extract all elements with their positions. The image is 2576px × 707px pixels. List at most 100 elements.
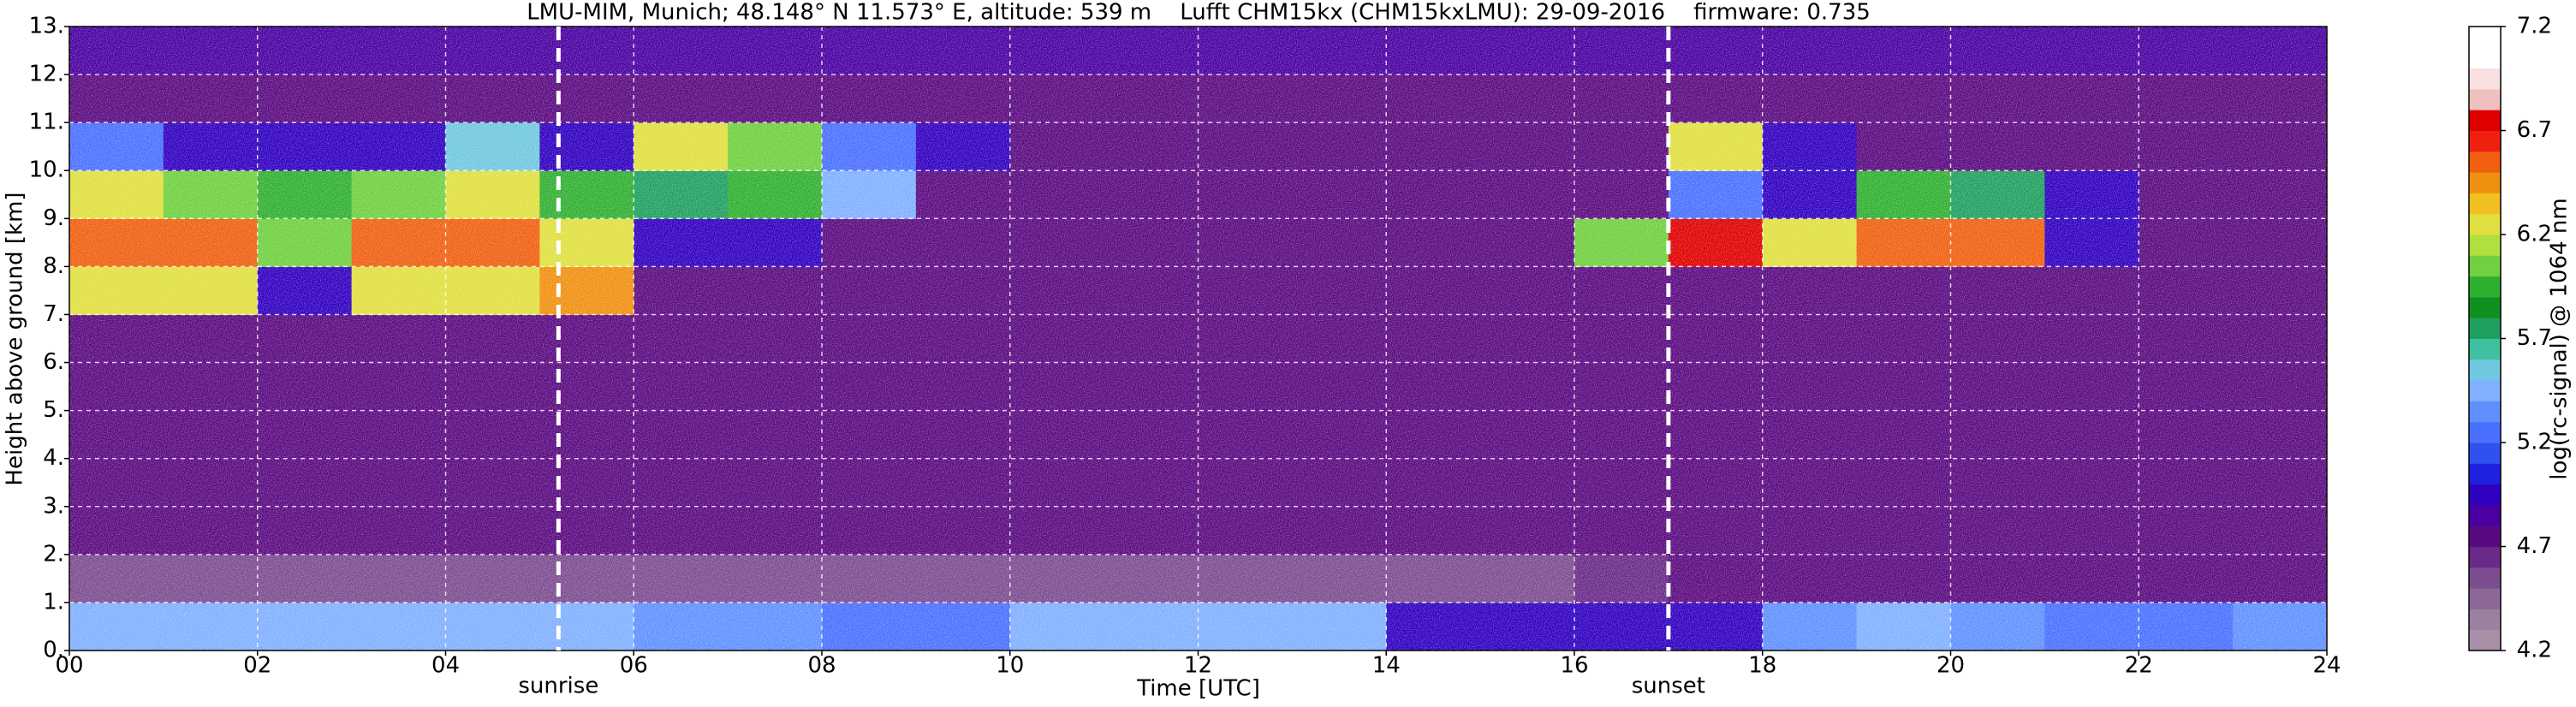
heat-cell <box>1104 602 1199 651</box>
colorbar-swatch <box>2469 526 2501 547</box>
heat-cell <box>1480 266 1575 315</box>
colorbar-swatch <box>2469 588 2501 609</box>
heat-cell <box>2139 218 2234 267</box>
heat-cell <box>728 74 823 123</box>
heat-cell <box>2044 27 2139 75</box>
heat-cell <box>2139 602 2234 651</box>
heat-cell <box>1950 458 2045 508</box>
heat-cell <box>1386 506 1481 556</box>
heat-cell <box>69 602 164 651</box>
heat-cell <box>1198 362 1293 412</box>
heat-cell <box>2233 74 2328 123</box>
heat-cell <box>163 314 259 364</box>
heat-cell <box>1386 74 1481 123</box>
heat-cell <box>1950 170 2045 219</box>
colorbar-swatch <box>2469 421 2501 443</box>
heat-cell <box>1574 74 1669 123</box>
heat-cell <box>2044 458 2139 508</box>
y-tick-label: 8. <box>43 253 64 279</box>
heat-cell <box>1198 410 1293 460</box>
heat-cell <box>634 266 729 315</box>
heat-cell <box>1386 27 1481 75</box>
heat-cell <box>351 602 446 651</box>
heat-cell <box>2233 122 2328 171</box>
heat-cell <box>1856 27 1951 75</box>
x-tick-label: 24 <box>2312 653 2341 679</box>
heat-cell <box>257 314 353 364</box>
heat-cell <box>69 122 164 171</box>
colorbar-tick-label: 4.7 <box>2517 533 2552 559</box>
heat-cell <box>445 27 540 75</box>
heat-cell <box>1950 74 2045 123</box>
heat-cell <box>2233 27 2328 75</box>
heat-cell <box>163 74 259 123</box>
heat-cell <box>1668 266 1764 315</box>
heat-cell <box>1668 554 1764 603</box>
heat-cell <box>163 170 259 219</box>
heat-cell <box>915 602 1011 651</box>
colorbar-tick-label: 5.7 <box>2517 325 2552 351</box>
heat-cell <box>69 218 164 267</box>
heat-cell <box>1009 27 1105 75</box>
chart-title: LMU-MIM, Munich; 48.148° N 11.573° E, al… <box>527 0 1871 26</box>
heat-cell <box>1104 314 1199 364</box>
heat-cell <box>257 362 353 412</box>
heat-cell <box>539 122 634 171</box>
heat-cell <box>1386 122 1481 171</box>
heat-cell <box>2044 170 2139 219</box>
heat-cell <box>728 362 823 412</box>
heat-cell <box>1292 122 1387 171</box>
heat-cell <box>1856 410 1951 460</box>
colorbar-swatch <box>2469 130 2501 152</box>
heat-cell <box>351 314 446 364</box>
heat-cell <box>351 74 446 123</box>
annotation-label: sunrise <box>518 674 598 699</box>
heat-cell <box>1950 122 2045 171</box>
heat-cell <box>1292 458 1387 508</box>
heat-cell <box>1009 266 1105 315</box>
heat-cell <box>1574 266 1669 315</box>
heat-cell <box>1950 266 2045 315</box>
heat-cell <box>539 266 634 315</box>
heat-cell <box>163 218 259 267</box>
colorbar-swatch <box>2469 151 2501 173</box>
y-tick-label: 4. <box>43 445 64 471</box>
heat-cell <box>2139 554 2234 603</box>
heat-cell <box>163 458 259 508</box>
heat-cell <box>915 362 1011 412</box>
heat-cell <box>69 74 164 123</box>
heat-cell <box>257 554 353 603</box>
heat-cell <box>1104 27 1199 75</box>
colorbar-swatch <box>2469 68 2501 90</box>
heat-cell <box>445 170 540 219</box>
heat-cell <box>539 554 634 603</box>
heat-cell <box>351 218 446 267</box>
heat-cell <box>728 314 823 364</box>
heat-cell <box>728 410 823 460</box>
heat-cell <box>257 458 353 508</box>
heat-cell <box>822 170 917 219</box>
heat-cell <box>539 458 634 508</box>
heat-cell <box>822 458 917 508</box>
heat-cell <box>1856 554 1951 603</box>
heat-cell <box>1198 554 1293 603</box>
heat-cell <box>2233 554 2328 603</box>
heat-cell <box>1762 314 1858 364</box>
heat-cell <box>1104 458 1199 508</box>
heat-cell <box>1480 602 1575 651</box>
heat-cell <box>1009 458 1105 508</box>
heat-cell <box>1574 122 1669 171</box>
heat-cell <box>1480 362 1575 412</box>
heat-cell <box>1009 170 1105 219</box>
heat-cell <box>69 27 164 75</box>
heat-cell <box>2139 27 2234 75</box>
heat-cell <box>822 74 917 123</box>
x-tick-label: 06 <box>620 653 648 679</box>
heat-cell <box>822 27 917 75</box>
heat-cell <box>1762 458 1858 508</box>
heat-cell <box>351 506 446 556</box>
heat-cell <box>2139 458 2234 508</box>
heat-cell <box>915 314 1011 364</box>
heat-cell <box>2233 458 2328 508</box>
